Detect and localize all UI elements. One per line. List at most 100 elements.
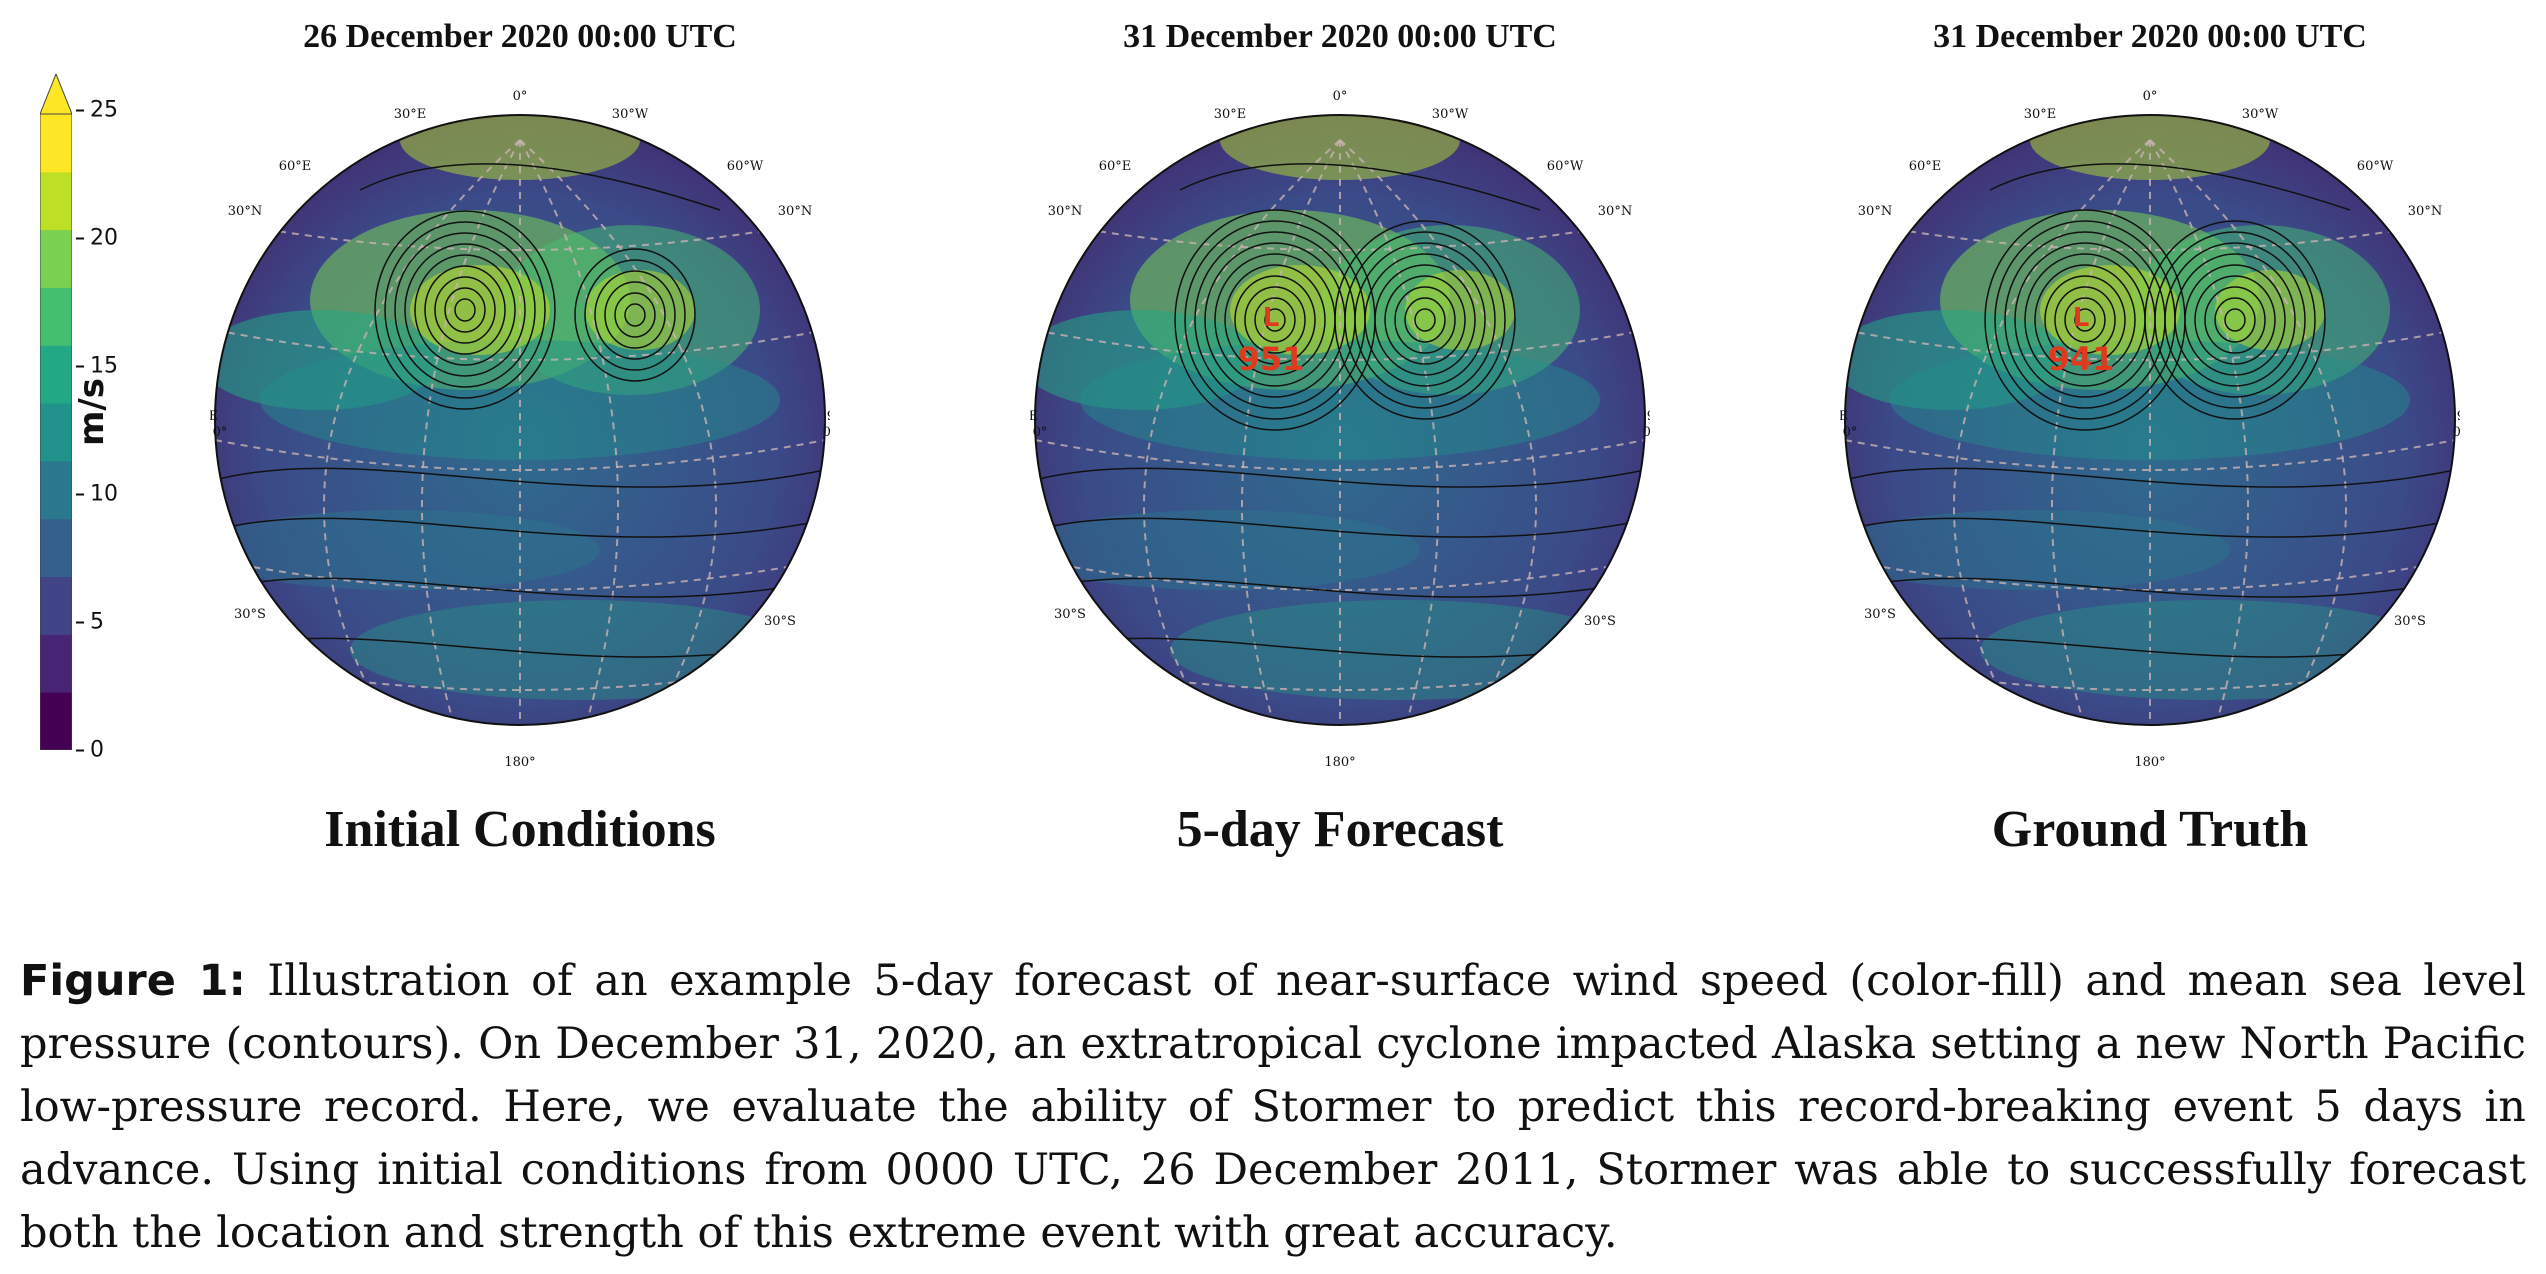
pressure-contour [359, 163, 721, 211]
colorbar-tick: 15 [76, 354, 118, 379]
coordinate-label: 0° [823, 425, 830, 440]
wind-field [1980, 600, 2440, 700]
coordinate-label: 90°W [1647, 409, 1650, 424]
colorbar-tick: 25 [76, 98, 118, 123]
pressure-contour [2044, 275, 2126, 365]
low-pressure-marker: L [2073, 303, 2090, 333]
coordinate-label: 90°W [2457, 409, 2460, 424]
pressure-contour [1264, 308, 1286, 332]
pressure-contour [574, 248, 696, 382]
panel-5-day-forecast: 31 December 2020 00:00 UTC L 951 0° 30°E 30°… [990, 0, 1690, 880]
colorbar [40, 74, 72, 750]
globe-map: L9510°30°E30°W60°E60°W30°N30°N90°E90°W0°… [1030, 89, 1650, 770]
coordinate-label: 30°N [778, 204, 812, 219]
pressure-contour [1845, 517, 2455, 538]
pressure-contour [1179, 163, 1541, 211]
pressure-contour [2154, 231, 2316, 409]
coordinate-label: 30°W [612, 107, 649, 122]
pressure-contour [394, 232, 536, 388]
pressure-contour [1244, 286, 1306, 354]
panel-ground-truth: 31 December 2020 00:00 UTC L 941 0° 30°E 30°… [1800, 0, 2500, 880]
pressure-contour [594, 270, 676, 360]
pressure-contour [1254, 297, 1296, 343]
globe-outline [1844, 114, 2456, 726]
pressure-contour [2204, 286, 2266, 354]
coordinate-label: 180° [2134, 755, 2165, 770]
coordinate-label: 0° [1643, 425, 1650, 440]
pressure-contour [444, 287, 486, 333]
coordinate-label: 0° [2143, 89, 2158, 104]
pressure-contour [404, 243, 526, 377]
pressure-contour [215, 577, 825, 598]
colorbar-band [40, 229, 72, 288]
coordinate-label: 90°W [827, 409, 830, 424]
wind-field [1405, 270, 1515, 350]
colorbar-band [40, 287, 72, 346]
coordinate-label: 0° [513, 89, 528, 104]
coordinate-label: 30°S [2394, 614, 2426, 629]
low-pressure-value: 951 [1238, 340, 1305, 378]
figure-caption: Figure 1: Illustration of an example 5-d… [20, 950, 2526, 1265]
wind-field [1845, 310, 2070, 410]
pressure-contour [2224, 308, 2246, 332]
coordinate-label: 30°E [394, 107, 427, 122]
graticule-line [519, 139, 619, 725]
pressure-contour [215, 467, 825, 488]
pressure-contour [2184, 264, 2286, 376]
coordinate-label: 60°W [2357, 159, 2394, 174]
coordinate-label: 0° [213, 425, 228, 440]
pressure-contour [1845, 577, 2455, 598]
pressure-contour [1234, 275, 1316, 365]
coordinate-label: 30°E [2024, 107, 2057, 122]
coordinate-label: 30°N [1858, 204, 1892, 219]
pressure-contour [215, 517, 825, 538]
pressure-contour [1404, 297, 1446, 343]
pressure-contour [1224, 264, 1326, 376]
graticule-line [519, 139, 717, 725]
coordinate-label: 30°N [2408, 204, 2442, 219]
colorbar-band [40, 576, 72, 635]
pressure-contour [604, 281, 666, 349]
pressure-contour [414, 254, 516, 366]
low-pressure-value: 941 [2048, 340, 2115, 378]
wind-field [215, 310, 440, 410]
panel-caption: Ground Truth [1991, 801, 2309, 858]
coordinate-label: 60°W [1547, 159, 1584, 174]
graticule-line [1339, 139, 1537, 725]
coordinate-label: 30°S [234, 607, 266, 622]
colorbar-tick: 20 [76, 226, 118, 251]
pressure-contour [1364, 253, 1486, 387]
colorbar-band [40, 460, 72, 520]
coordinate-label: 30°S [1864, 607, 1896, 622]
colorbar-label: m/s [72, 377, 112, 447]
pressure-contour [2144, 220, 2326, 420]
pressure-contour [1035, 577, 1645, 598]
pressure-contour [1035, 517, 1645, 538]
graticule-line [1339, 139, 1439, 725]
pressure-contour [1394, 286, 1456, 354]
globe-map: L9410°30°E30°W60°E60°W30°N30°N90°E90°W0°… [1840, 89, 2460, 770]
panel-title: 26 December 2020 00:00 UTC [303, 18, 737, 55]
coordinate-label: 90°E [1840, 409, 1848, 424]
pressure-contour [1414, 308, 1436, 332]
colorbar-band [40, 692, 72, 750]
colorbar-band [40, 403, 72, 462]
pressure-contour [2174, 253, 2296, 387]
coordinate-label: 180° [504, 755, 535, 770]
panel-initial-conditions: 26 December 2020 00:00 UTC 0° 30°E 30°W 60°… [170, 0, 870, 880]
pressure-contour [1344, 231, 1506, 409]
pressure-contour [1374, 264, 1476, 376]
colorbar-band [40, 345, 72, 404]
colorbar-ticks: 25 20 15 10 5 0 [76, 74, 136, 763]
wind-field [2215, 270, 2325, 350]
coordinate-label: 30°E [1214, 107, 1247, 122]
coordinate-label: 30°S [1054, 607, 1086, 622]
coordinate-label: 60°E [279, 159, 312, 174]
pressure-contour [1384, 275, 1466, 365]
pressure-contour [1845, 467, 2455, 488]
pressure-contour [2164, 242, 2306, 398]
colorbar-tick: 5 [76, 610, 104, 635]
wind-field [350, 600, 810, 700]
pressure-contour [2214, 297, 2256, 343]
pressure-contour [374, 210, 556, 410]
